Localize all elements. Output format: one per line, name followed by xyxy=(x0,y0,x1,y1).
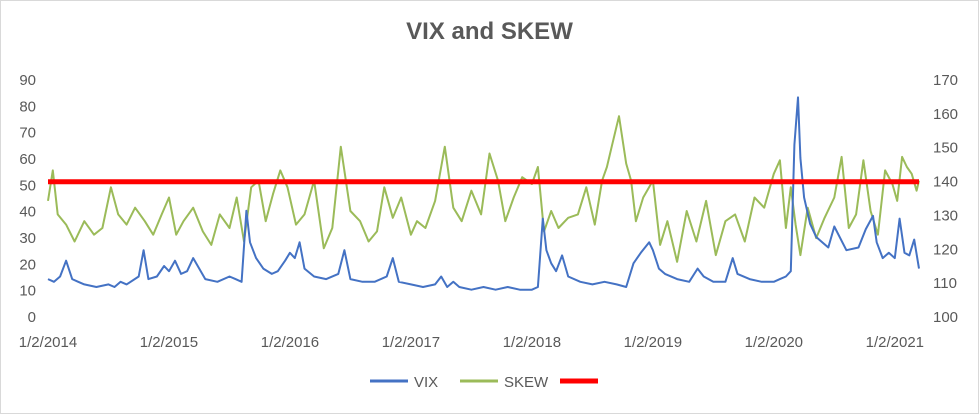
left-axis-tick-label: 80 xyxy=(19,98,36,115)
left-axis-tick-label: 90 xyxy=(19,72,36,89)
x-axis-tick-label: 1/2/2021 xyxy=(866,334,924,351)
left-axis-tick-label: 40 xyxy=(19,204,36,221)
left-axis-tick-label: 20 xyxy=(19,256,36,273)
x-axis: 1/2/2014 1/2/2015 1/2/2016 1/2/2017 1/2/2018… xyxy=(19,334,924,351)
right-axis: 100 110 120 130 140 150 160 170 xyxy=(933,72,958,326)
right-axis-tick-label: 140 xyxy=(933,174,958,191)
right-axis-tick-label: 160 xyxy=(933,106,958,123)
series-line-skew xyxy=(47,115,920,263)
right-axis-tick-label: 170 xyxy=(933,72,958,89)
x-axis-tick-label: 1/2/2020 xyxy=(745,334,803,351)
left-axis: 0 10 20 30 40 50 60 70 80 90 xyxy=(19,72,36,326)
right-axis-tick-label: 130 xyxy=(933,207,958,224)
left-axis-tick-label: 50 xyxy=(19,177,36,194)
right-axis-tick-label: 150 xyxy=(933,140,958,157)
right-axis-tick-label: 100 xyxy=(933,309,958,326)
legend-label: VIX xyxy=(414,374,438,391)
right-axis-tick-label: 120 xyxy=(933,241,958,258)
right-axis-tick-label: 110 xyxy=(933,275,957,292)
left-axis-tick-label: 10 xyxy=(19,283,36,300)
left-axis-tick-label: 60 xyxy=(19,151,36,168)
chart-title: VIX and SKEW xyxy=(406,18,573,45)
x-axis-tick-label: 1/2/2015 xyxy=(140,334,198,351)
x-axis-tick-label: 1/2/2018 xyxy=(503,334,561,351)
left-axis-tick-label: 70 xyxy=(19,125,36,142)
left-axis-tick-label: 30 xyxy=(19,230,36,247)
x-axis-tick-label: 1/2/2017 xyxy=(382,334,440,351)
series-line-vix xyxy=(47,96,920,291)
legend-label: SKEW xyxy=(504,374,549,391)
x-axis-tick-label: 1/2/2016 xyxy=(261,334,319,351)
x-axis-tick-label: 1/2/2014 xyxy=(19,334,77,351)
plot-area xyxy=(47,96,920,291)
left-axis-tick-label: 0 xyxy=(28,309,36,326)
x-axis-tick-label: 1/2/2019 xyxy=(624,334,682,351)
legend: VIX SKEW xyxy=(370,374,598,391)
